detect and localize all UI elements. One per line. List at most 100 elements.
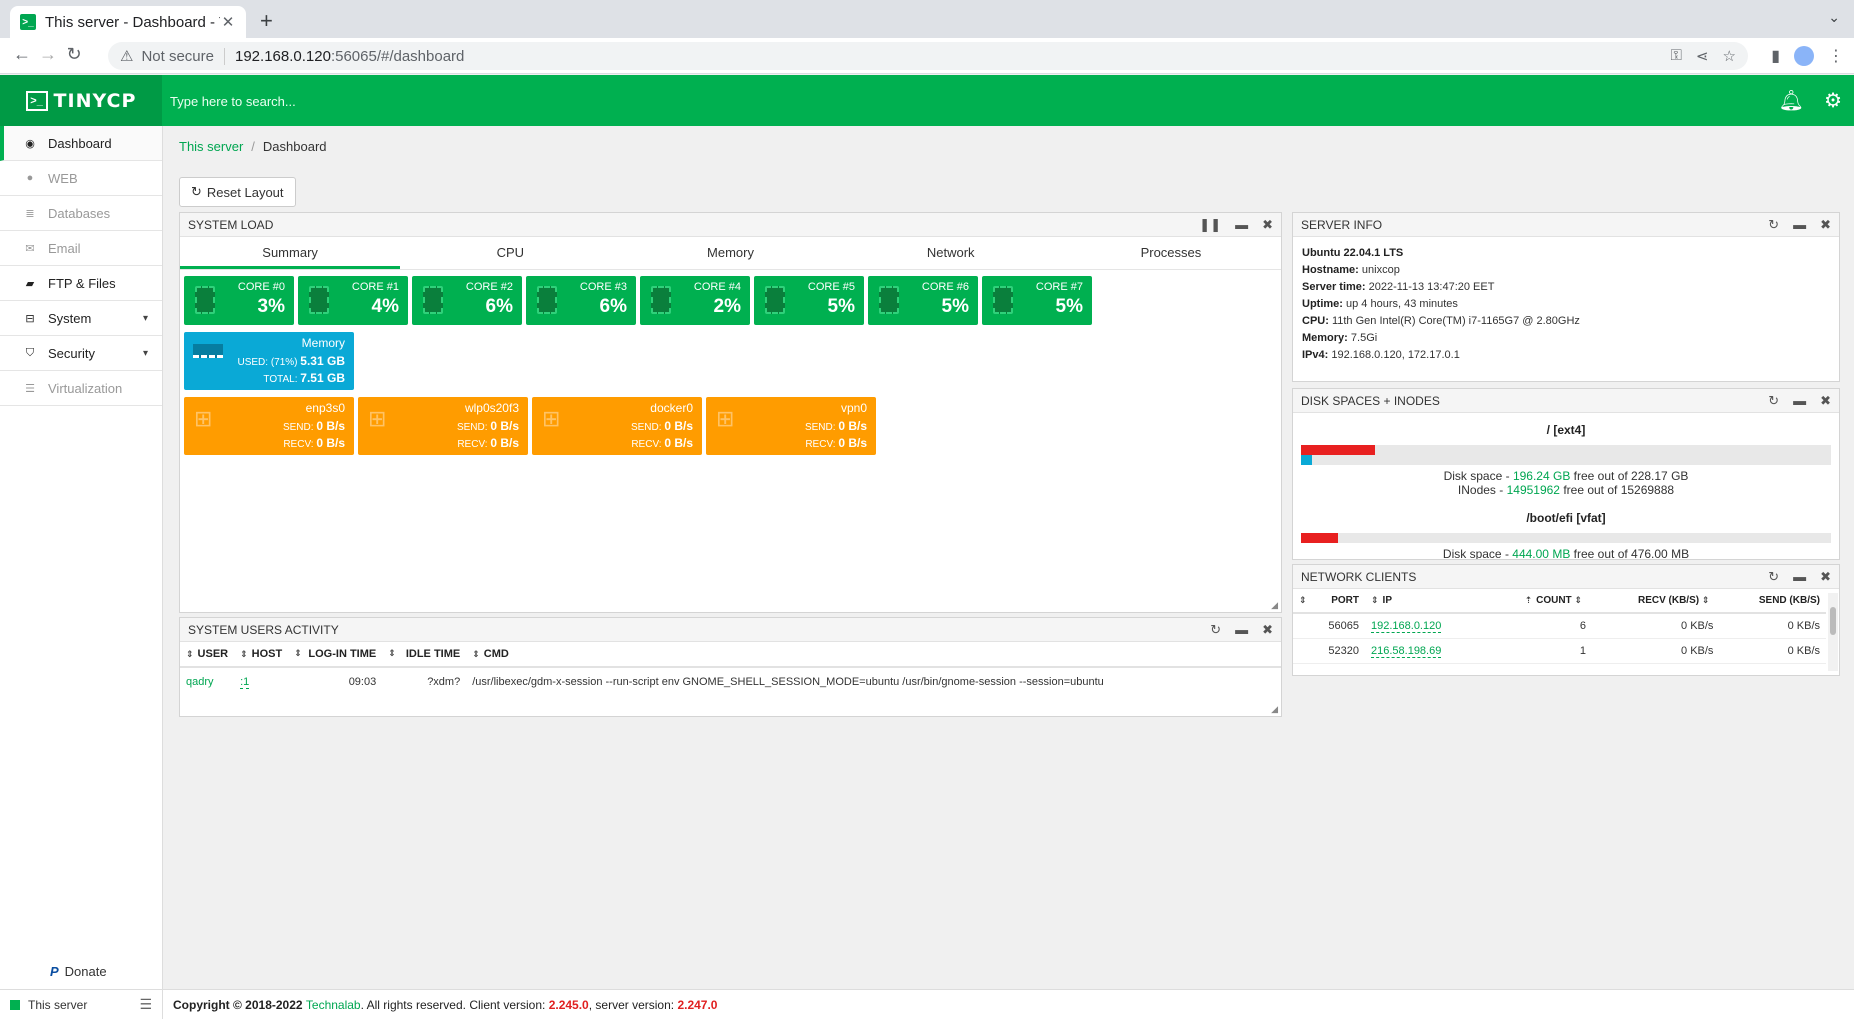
new-tab-button[interactable]: +	[260, 8, 273, 33]
refresh-icon[interactable]: ↻	[1768, 216, 1780, 232]
resize-handle[interactable]: ◢	[1271, 704, 1278, 714]
gears-icon[interactable]: ⚙	[1824, 90, 1842, 112]
close-icon[interactable]: ✖	[1820, 392, 1831, 408]
sidebar-item-security[interactable]: ⛉ Security ▾	[0, 336, 162, 371]
scrollbar[interactable]	[1828, 593, 1838, 671]
sidebar-item-dashboard[interactable]: ◉ Dashboard	[0, 126, 162, 161]
menu-icon[interactable]: ⋮	[1828, 48, 1844, 65]
company-link[interactable]: Technalab	[305, 997, 361, 1012]
disk-space-free: 444.00 MB	[1512, 547, 1571, 560]
chevron-down-icon[interactable]: ⌄	[1828, 9, 1840, 25]
minimize-icon[interactable]: ▬	[1793, 216, 1807, 232]
tab-memory[interactable]: Memory	[707, 245, 754, 260]
column-header[interactable]: ⇕ PORT	[1293, 589, 1365, 614]
bell-icon[interactable]: 🔔︎	[1778, 90, 1804, 112]
breadcrumb-separator: /	[251, 139, 255, 154]
column-header[interactable]: ⇕ LOG-IN TIME	[288, 642, 383, 668]
scrollbar-thumb[interactable]	[1830, 607, 1836, 635]
back-icon[interactable]: ←	[13, 44, 31, 64]
recv-label: RECV:	[805, 439, 836, 450]
logo[interactable]: >_ TINYCP	[0, 75, 162, 126]
refresh-icon[interactable]: ↻	[1768, 568, 1780, 584]
close-icon[interactable]: ✖	[1820, 216, 1831, 232]
sidebar-item-web[interactable]: ● WEB	[0, 161, 162, 196]
user-link[interactable]: qadry	[186, 676, 214, 688]
minimize-icon[interactable]: ▬	[1793, 568, 1807, 584]
minimize-icon[interactable]: ▬	[1235, 621, 1249, 637]
close-icon[interactable]: ✖	[1262, 621, 1273, 637]
breadcrumb-link[interactable]: This server	[179, 139, 244, 154]
sidebar-item-ftp-files[interactable]: ▰ FTP & Files	[0, 266, 162, 301]
disk-space-line: Disk space - 196.24 GB free out of 228.1…	[1301, 469, 1831, 483]
minimize-icon[interactable]: ▬	[1235, 216, 1249, 232]
tab-summary[interactable]: Summary	[180, 237, 401, 269]
core-value: 6%	[485, 296, 513, 317]
share-icon[interactable]: ⋖	[1695, 48, 1709, 65]
sort-icon: ⇡	[1524, 595, 1533, 605]
disk-space-prefix: Disk space -	[1442, 547, 1513, 560]
browser-tab[interactable]: >_ This server - Dashboard - T ✕	[10, 6, 246, 38]
column-header[interactable]: SEND (KB/S)	[1719, 589, 1826, 614]
chevron-down-icon: ▾	[142, 312, 148, 324]
ram-icon	[193, 344, 223, 358]
minimize-icon[interactable]: ▬	[1793, 392, 1807, 408]
star-icon[interactable]: ☆	[1722, 48, 1736, 65]
close-icon[interactable]: ✖	[1262, 216, 1273, 232]
close-icon[interactable]: ✖	[1820, 568, 1831, 584]
search-input[interactable]	[170, 89, 670, 113]
disk-space-free: 196.24 GB	[1512, 469, 1571, 483]
tab-processes[interactable]: Processes	[1140, 245, 1202, 260]
column-label: PORT	[1331, 595, 1359, 606]
column-header[interactable]: ⇕ HOST	[234, 642, 289, 668]
donate-link[interactable]: P Donate	[50, 964, 107, 979]
column-label: RECV (KB/S)	[1637, 595, 1700, 606]
network-icon: ⊞	[716, 407, 735, 432]
sort-icon: ⇕	[1299, 595, 1307, 605]
send-label: SEND:	[456, 422, 488, 433]
address-bar[interactable]: ⚠ Not secure 192.168.0.120 :56065/#/dash…	[108, 42, 1748, 70]
copyright-text: Copyright © 2018-2022	[173, 997, 306, 1012]
key-icon[interactable]: ⚿	[1670, 47, 1682, 64]
recv-value: 0 B/s	[838, 436, 867, 450]
sidebar-item-email[interactable]: ✉ Email	[0, 231, 162, 266]
ip-link[interactable]: 216.58.198.69	[1371, 645, 1442, 658]
column-header[interactable]: RECV (KB/S) ⇕	[1592, 589, 1720, 614]
database-icon: ≣	[25, 207, 35, 220]
resize-handle[interactable]: ◢	[1271, 600, 1278, 610]
close-icon[interactable]: ✕	[221, 14, 235, 31]
pause-icon[interactable]: ❚❚	[1199, 216, 1222, 232]
refresh-icon[interactable]: ↻	[1768, 392, 1780, 408]
cpu-core-tile: CORE #2 6%	[412, 276, 522, 325]
refresh-icon[interactable]: ↻	[1210, 621, 1222, 637]
inodes-line: INodes - 14951962 free out of 15269888	[1301, 483, 1831, 497]
sidepanel-icon[interactable]: ▮	[1771, 48, 1780, 65]
sidebar-item-virtualization[interactable]: ☰ Virtualization	[0, 371, 162, 406]
column-header[interactable]: ⇕ CMD	[466, 642, 1281, 668]
info-label: CPU:	[1302, 315, 1329, 327]
tab-network[interactable]: Network	[926, 245, 975, 260]
forward-icon[interactable]: →	[39, 44, 57, 64]
core-value: 2%	[713, 296, 741, 317]
disk-space-fill	[1301, 445, 1376, 455]
tab-cpu[interactable]: CPU	[496, 245, 525, 260]
cpu-core-tile: CORE #0 3%	[184, 276, 294, 325]
column-header[interactable]: ⇡ COUNT ⇕	[1485, 589, 1592, 614]
server-selector[interactable]: This server ☰	[0, 990, 163, 1019]
sidebar-item-system[interactable]: ⊟ System ▾	[0, 301, 162, 336]
chip-icon	[423, 286, 443, 314]
info-value: 192.168.0.120, 172.17.0.1	[1331, 349, 1460, 361]
column-header[interactable]: ⇕ USER	[180, 642, 235, 668]
host-link[interactable]: :1	[240, 676, 250, 689]
sidebar-item-databases[interactable]: ≣ Databases	[0, 196, 162, 231]
list-icon[interactable]: ☰	[139, 996, 152, 1012]
reload-icon[interactable]: ↻	[66, 44, 82, 64]
port-cell: 52320	[1293, 638, 1365, 664]
reset-layout-button[interactable]: ↻ Reset Layout	[179, 177, 296, 207]
network-tile: ⊞ wlp0s20f3 SEND: 0 B/s RECV: 0 B/s	[358, 397, 528, 455]
column-header[interactable]: ⇕ IDLE TIME	[382, 642, 467, 668]
avatar[interactable]	[1794, 46, 1814, 66]
column-label: IP	[1382, 595, 1392, 606]
recv-value: 0 B/s	[316, 436, 345, 450]
column-header[interactable]: ⇕ IP	[1365, 589, 1485, 614]
ip-link[interactable]: 192.168.0.120	[1371, 620, 1442, 633]
